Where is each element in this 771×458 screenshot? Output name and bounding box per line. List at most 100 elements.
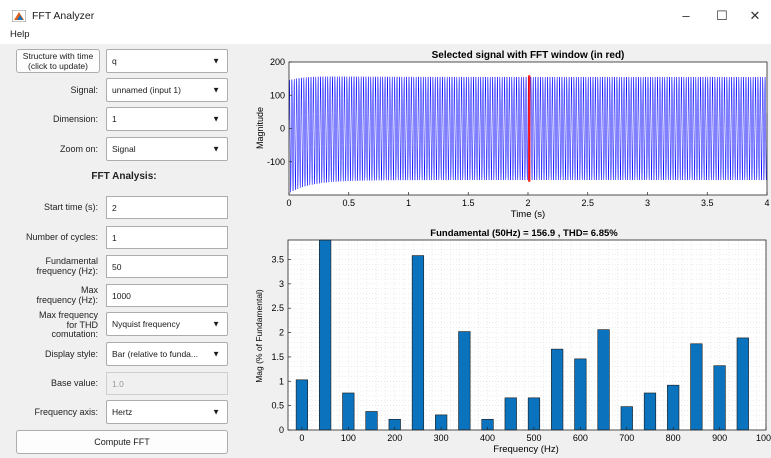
structure-dropdown[interactable]: q ▼: [106, 49, 228, 73]
fft-bar: [458, 331, 471, 431]
fft-analysis-heading: FFT Analysis:: [91, 171, 157, 182]
signal-dropdown[interactable]: unnamed (input 1) ▼: [106, 78, 228, 102]
fft-bar-chart: Fundamental (50Hz) = 156.9 , THD= 6.85% …: [254, 228, 771, 455]
window-title: FFT Analyzer: [32, 10, 95, 22]
fft-chart-xtick-label: 1000: [756, 433, 771, 443]
time-chart-xtick-label: 1.5: [462, 198, 475, 208]
fft-bar: [574, 358, 587, 431]
display-style-label: Display style:: [44, 349, 98, 359]
fft-chart-ytick-label: 1.5: [271, 352, 284, 362]
display-style-dropdown-value: Bar (relative to funda...: [112, 349, 198, 359]
time-chart-ylabel: Magnitude: [255, 107, 265, 149]
cycles-input[interactable]: 1: [106, 226, 228, 249]
time-chart-xtick-label: 0.5: [342, 198, 355, 208]
display-style-dropdown[interactable]: Bar (relative to funda... ▼: [106, 342, 228, 366]
fft-chart-ytick-label: 2: [279, 328, 284, 338]
fft-bar: [713, 365, 726, 431]
thd-dropdown[interactable]: Nyquist frequency ▼: [106, 312, 228, 336]
fft-chart-title: Fundamental (50Hz) = 156.9 , THD= 6.85%: [430, 228, 618, 239]
app-logo-icon: [12, 10, 26, 22]
triangle-down-icon: ▼: [212, 319, 220, 329]
minimize-button[interactable]: –: [682, 8, 690, 23]
fft-bar: [504, 397, 517, 431]
time-chart-xtick-label: 0: [286, 198, 291, 208]
start-time-label: Start time (s):: [43, 202, 98, 212]
time-chart-xtick-label: 2: [525, 198, 530, 208]
close-button[interactable]: ✕: [749, 8, 761, 23]
triangle-down-icon: ▼: [212, 407, 220, 417]
fft-chart-ytick-label: 0.5: [271, 401, 284, 411]
fft-bar: [667, 384, 680, 431]
time-signal-chart: Selected signal with FFT window (in red)…: [255, 50, 770, 220]
triangle-down-icon: ▼: [212, 56, 220, 66]
fft-bar: [597, 329, 610, 431]
fft-chart-xtick-label: 800: [666, 433, 681, 443]
freq-axis-label: Frequency axis:: [34, 407, 98, 417]
fft-bar: [319, 239, 332, 431]
menu-bar: Help: [0, 28, 771, 43]
fft-chart-xtick-label: 600: [573, 433, 588, 443]
menu-help[interactable]: Help: [10, 29, 30, 40]
dimension-dropdown[interactable]: 1 ▼: [106, 107, 228, 131]
time-chart-ytick-label: 0: [280, 124, 285, 134]
time-chart-ytick-label: -100: [267, 157, 285, 167]
signal-label: Signal:: [70, 85, 98, 95]
cycles-label: Number of cycles:: [25, 232, 98, 242]
fft-bar: [690, 343, 703, 431]
fft-bar: [620, 406, 633, 431]
time-chart-xtick-label: 1: [406, 198, 411, 208]
base-value-label: Base value:: [50, 378, 98, 388]
freq-axis-dropdown-value: Hertz: [112, 407, 133, 417]
triangle-down-icon: ▼: [212, 114, 220, 124]
fund-freq-input[interactable]: 50: [106, 255, 228, 278]
fft-chart-plot-area: [288, 240, 766, 430]
time-chart-xtick-label: 4: [764, 198, 769, 208]
fft-chart-xtick-label: 100: [341, 433, 356, 443]
fft-bar: [527, 397, 541, 431]
start-time-input[interactable]: 2: [106, 196, 228, 219]
fft-bar: [342, 392, 355, 431]
dimension-dropdown-value: 1: [112, 114, 117, 124]
zoom-label: Zoom on:: [59, 144, 98, 154]
time-chart-ytick-label: 100: [270, 90, 285, 100]
structure-update-button[interactable]: Structure with time (click to update): [16, 49, 100, 73]
time-chart-xtick-label: 3.5: [701, 198, 714, 208]
fund-freq-label: Fundamental frequency (Hz):: [36, 256, 98, 276]
fft-window-marker: [528, 75, 531, 182]
base-value-input: 1.0: [106, 372, 228, 395]
fft-chart-xtick-label: 0: [299, 433, 304, 443]
fft-chart-frame: [287, 239, 767, 431]
fft-chart-ytick-label: 1: [279, 376, 284, 386]
max-freq-label: Max frequency (Hz):: [36, 285, 98, 305]
fft-chart-xtick-label: 700: [619, 433, 634, 443]
fft-bar: [736, 337, 749, 431]
fft-chart-xtick-label: 500: [526, 433, 541, 443]
triangle-down-icon: ▼: [212, 144, 220, 154]
dimension-label: Dimension:: [52, 114, 98, 124]
max-freq-input[interactable]: 1000: [106, 284, 228, 307]
fft-chart-ytick-label: 3.5: [271, 254, 284, 264]
fft-chart-xtick-label: 400: [480, 433, 495, 443]
fft-chart-ylabel: Mag (% of Fundamental): [254, 289, 264, 383]
title-bar: FFT Analyzer – ☐ ✕: [0, 4, 771, 28]
maximize-button[interactable]: ☐: [716, 8, 728, 23]
time-chart-xlabel: Time (s): [511, 209, 545, 220]
compute-fft-button[interactable]: Compute FFT: [16, 430, 228, 454]
fft-chart-xtick-label: 300: [434, 433, 449, 443]
fft-bar: [295, 379, 309, 431]
fft-bar: [365, 411, 378, 431]
triangle-down-icon: ▼: [212, 85, 220, 95]
thd-dropdown-value: Nyquist frequency: [112, 319, 181, 329]
thd-label: Max frequency for THD comutation:: [38, 310, 98, 339]
time-chart-xtick-label: 3: [645, 198, 650, 208]
fft-bar: [551, 348, 564, 431]
fft-chart-ytick-label: 3: [279, 279, 284, 289]
fft-chart-ytick-label: 0: [279, 425, 284, 435]
time-chart-title: Selected signal with FFT window (in red): [432, 50, 625, 61]
fft-chart-ytick-label: 2.5: [271, 303, 284, 313]
time-chart-ytick-label: 200: [270, 57, 285, 67]
freq-axis-dropdown[interactable]: Hertz ▼: [106, 400, 228, 424]
zoom-dropdown[interactable]: Signal ▼: [106, 137, 228, 161]
fft-chart-xlabel: Frequency (Hz): [493, 444, 558, 455]
